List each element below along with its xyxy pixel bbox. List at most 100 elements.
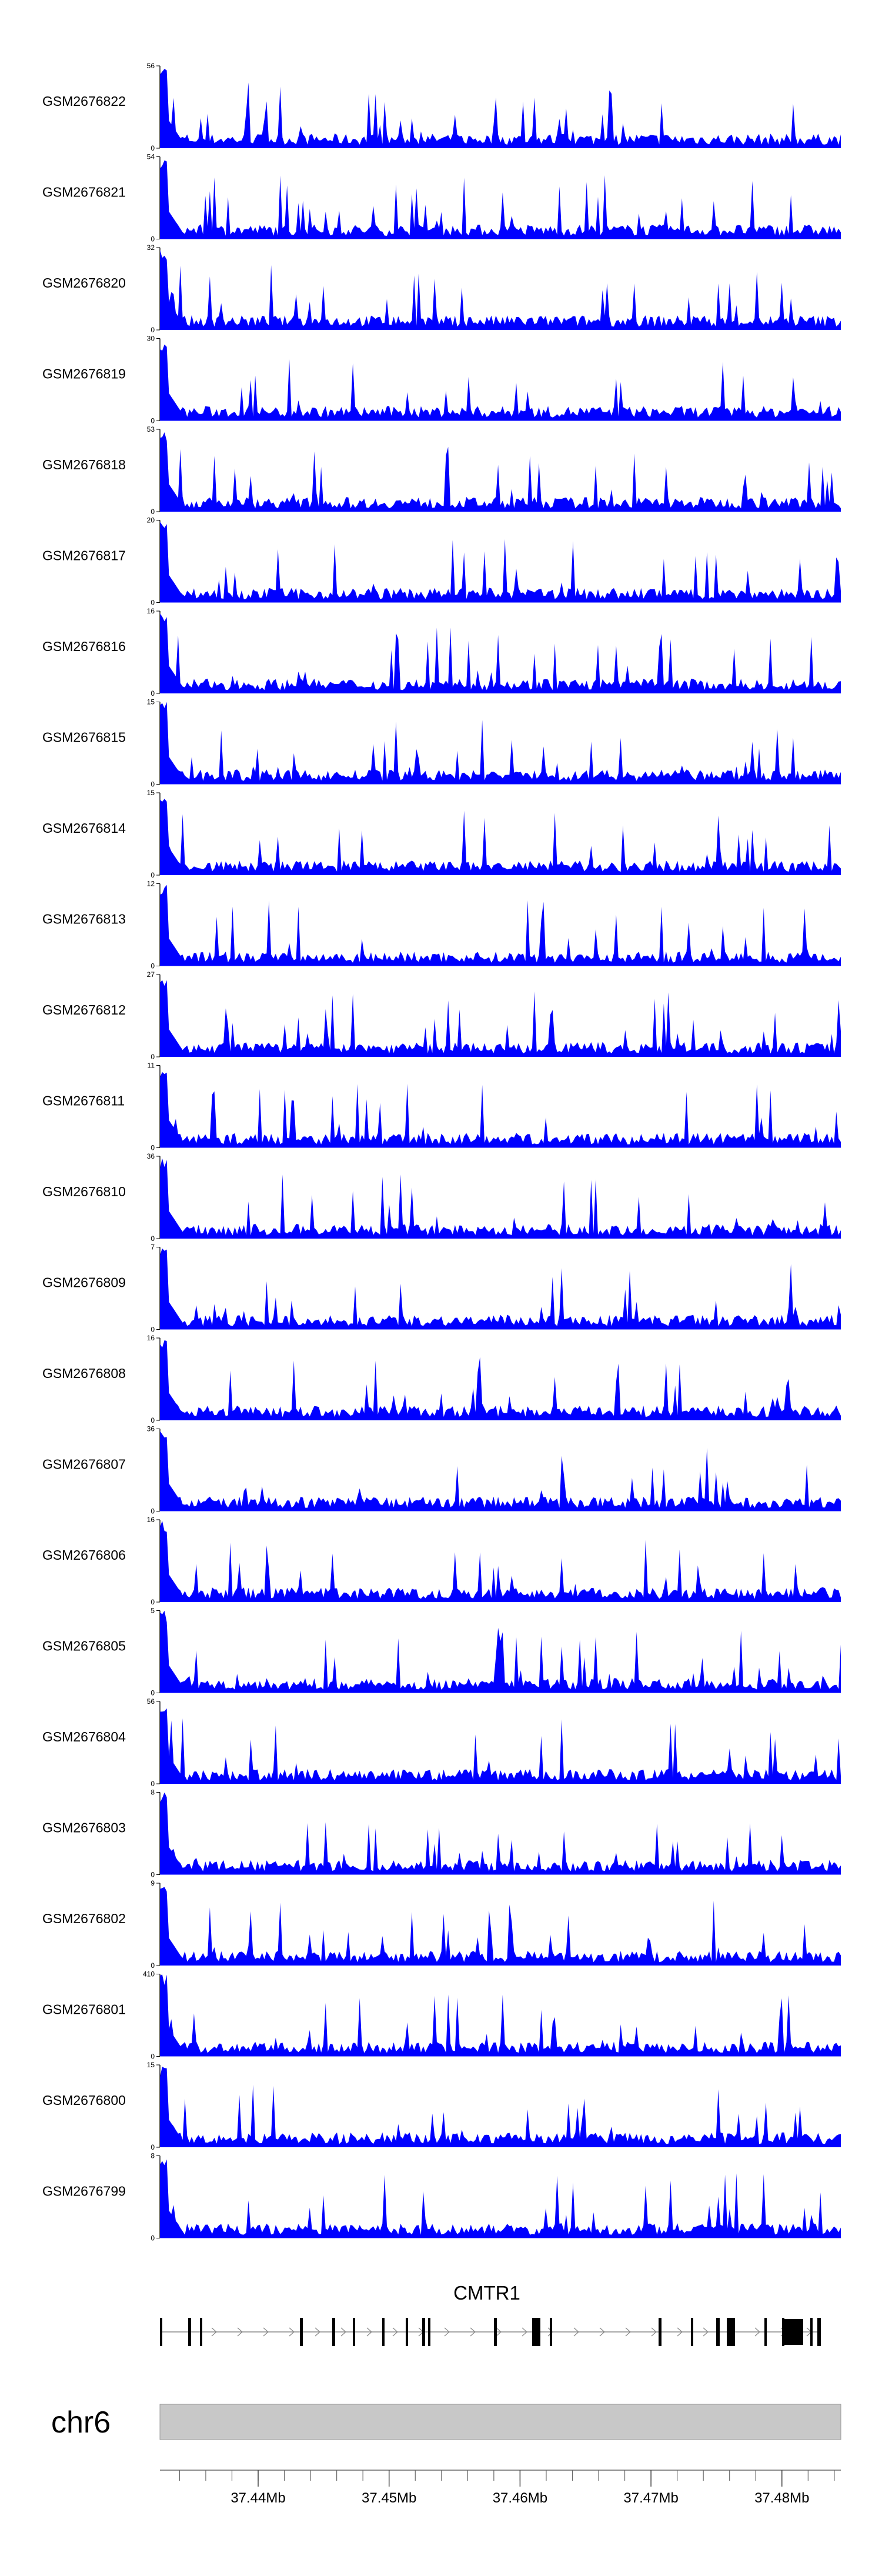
track-label: GSM2676807	[42, 1457, 126, 1472]
coverage-area	[160, 1072, 841, 1148]
y-max-label: 54	[147, 153, 155, 161]
y-max-label: 16	[147, 1334, 155, 1342]
gene-model: CMTR1	[160, 2282, 821, 2346]
y-min-label: 0	[151, 235, 155, 243]
gene-exon	[428, 2318, 430, 2346]
track-GSM2676816: GSM2676816 16 0	[42, 607, 841, 698]
y-max-label: 15	[147, 789, 155, 797]
y-min-label: 0	[151, 417, 155, 425]
y-min-label: 0	[151, 2053, 155, 2061]
y-min-label: 0	[151, 144, 155, 152]
track-GSM2676803: GSM2676803 8 0	[42, 1788, 841, 1879]
coverage-area	[160, 1610, 841, 1693]
strand-arrow	[547, 2327, 553, 2337]
strand-arrow	[496, 2327, 502, 2337]
track-GSM2676802: GSM2676802 9 0	[42, 1879, 841, 1970]
x-tick-label: 37.44Mb	[230, 2490, 285, 2506]
track-label: GSM2676811	[42, 1093, 125, 1109]
coverage-area	[160, 522, 841, 603]
strand-arrow	[263, 2327, 269, 2337]
gene-exon	[382, 2318, 385, 2346]
track-label: GSM2676804	[42, 1729, 126, 1744]
y-min-label: 0	[151, 1053, 155, 1061]
gene-exon	[200, 2318, 202, 2346]
x-tick-label: 37.46Mb	[493, 2490, 547, 2506]
track-GSM2676800: GSM2676800 15 0	[42, 2061, 841, 2151]
ideogram-band	[159, 2404, 841, 2440]
strand-arrow	[237, 2327, 243, 2337]
track-label: GSM2676813	[42, 912, 126, 927]
track-label: GSM2676806	[42, 1547, 126, 1563]
y-min-label: 0	[151, 780, 155, 789]
y-min-label: 0	[151, 326, 155, 334]
track-GSM2676822: GSM2676822 56 0	[42, 62, 841, 152]
coverage-area	[160, 702, 841, 785]
y-max-label: 36	[147, 1425, 155, 1433]
gene-exon	[532, 2318, 540, 2346]
chromosome-label: chr6	[51, 2405, 111, 2440]
y-max-label: 9	[151, 1879, 155, 1887]
strand-arrow	[211, 2327, 217, 2337]
y-max-label: 11	[148, 1062, 155, 1070]
strand-arrow	[366, 2327, 372, 2337]
y-max-label: 56	[147, 1697, 155, 1706]
gene-exon	[300, 2318, 303, 2346]
track-GSM2676814: GSM2676814 15 0	[42, 789, 841, 879]
strand-arrow	[315, 2327, 320, 2337]
y-max-label: 53	[147, 425, 155, 433]
gene-exon	[160, 2318, 162, 2346]
gene-exon	[716, 2318, 720, 2346]
track-GSM2676799: GSM2676799 8 0	[42, 2152, 841, 2243]
strand-arrow	[754, 2327, 760, 2337]
track-GSM2676804: GSM2676804 56 0	[42, 1697, 841, 1788]
gene-exon	[810, 2318, 813, 2346]
y-min-label: 0	[151, 1961, 155, 1970]
track-GSM2676801: GSM2676801 410 0	[42, 1970, 841, 2061]
coverage-area	[160, 1158, 841, 1239]
gene-exon	[422, 2318, 425, 2346]
y-max-label: 20	[147, 516, 155, 525]
y-max-label: 56	[147, 62, 155, 70]
track-label: GSM2676819	[42, 366, 126, 382]
strand-arrow	[651, 2327, 657, 2337]
gene-exon	[727, 2318, 735, 2346]
coverage-area	[160, 1792, 841, 1875]
track-label: GSM2676805	[42, 1639, 126, 1654]
y-min-label: 0	[151, 962, 155, 970]
y-min-label: 0	[151, 1416, 155, 1424]
coverage-area	[160, 980, 841, 1057]
track-GSM2676808: GSM2676808 16 0	[42, 1334, 841, 1424]
track-GSM2676818: GSM2676818 53 0	[42, 425, 841, 516]
coverage-area	[160, 1340, 841, 1420]
track-label: GSM2676809	[42, 1275, 126, 1290]
coverage-area	[160, 1248, 841, 1330]
coverage-area	[160, 160, 841, 239]
track-GSM2676811: GSM2676811 11 0	[42, 1062, 841, 1152]
y-min-label: 0	[151, 1780, 155, 1788]
track-GSM2676819: GSM2676819 30 0	[42, 335, 841, 425]
track-GSM2676809: GSM2676809 7 0	[42, 1243, 841, 1334]
gene-exon	[494, 2318, 497, 2346]
coverage-area	[160, 2067, 841, 2147]
track-GSM2676806: GSM2676806 16 0	[42, 1516, 841, 1606]
y-max-label: 16	[147, 607, 155, 615]
gene-exon	[406, 2318, 408, 2346]
y-min-label: 0	[151, 1598, 155, 1606]
strand-arrow	[444, 2327, 450, 2337]
y-min-label: 0	[151, 1689, 155, 1697]
track-GSM2676813: GSM2676813 12 0	[42, 880, 841, 970]
strand-arrow	[573, 2327, 579, 2337]
y-max-label: 30	[147, 335, 155, 343]
track-label: GSM2676815	[42, 730, 126, 745]
y-max-label: 16	[147, 1516, 155, 1524]
coverage-area	[160, 69, 841, 148]
y-min-label: 0	[151, 689, 155, 698]
coverage-area	[160, 2159, 841, 2238]
gene-label: CMTR1	[453, 2282, 520, 2304]
y-max-label: 15	[147, 2061, 155, 2069]
coverage-area	[160, 1708, 841, 1784]
y-min-label: 0	[151, 1871, 155, 1879]
y-min-label: 0	[151, 1326, 155, 1334]
y-min-label: 0	[151, 1507, 155, 1516]
